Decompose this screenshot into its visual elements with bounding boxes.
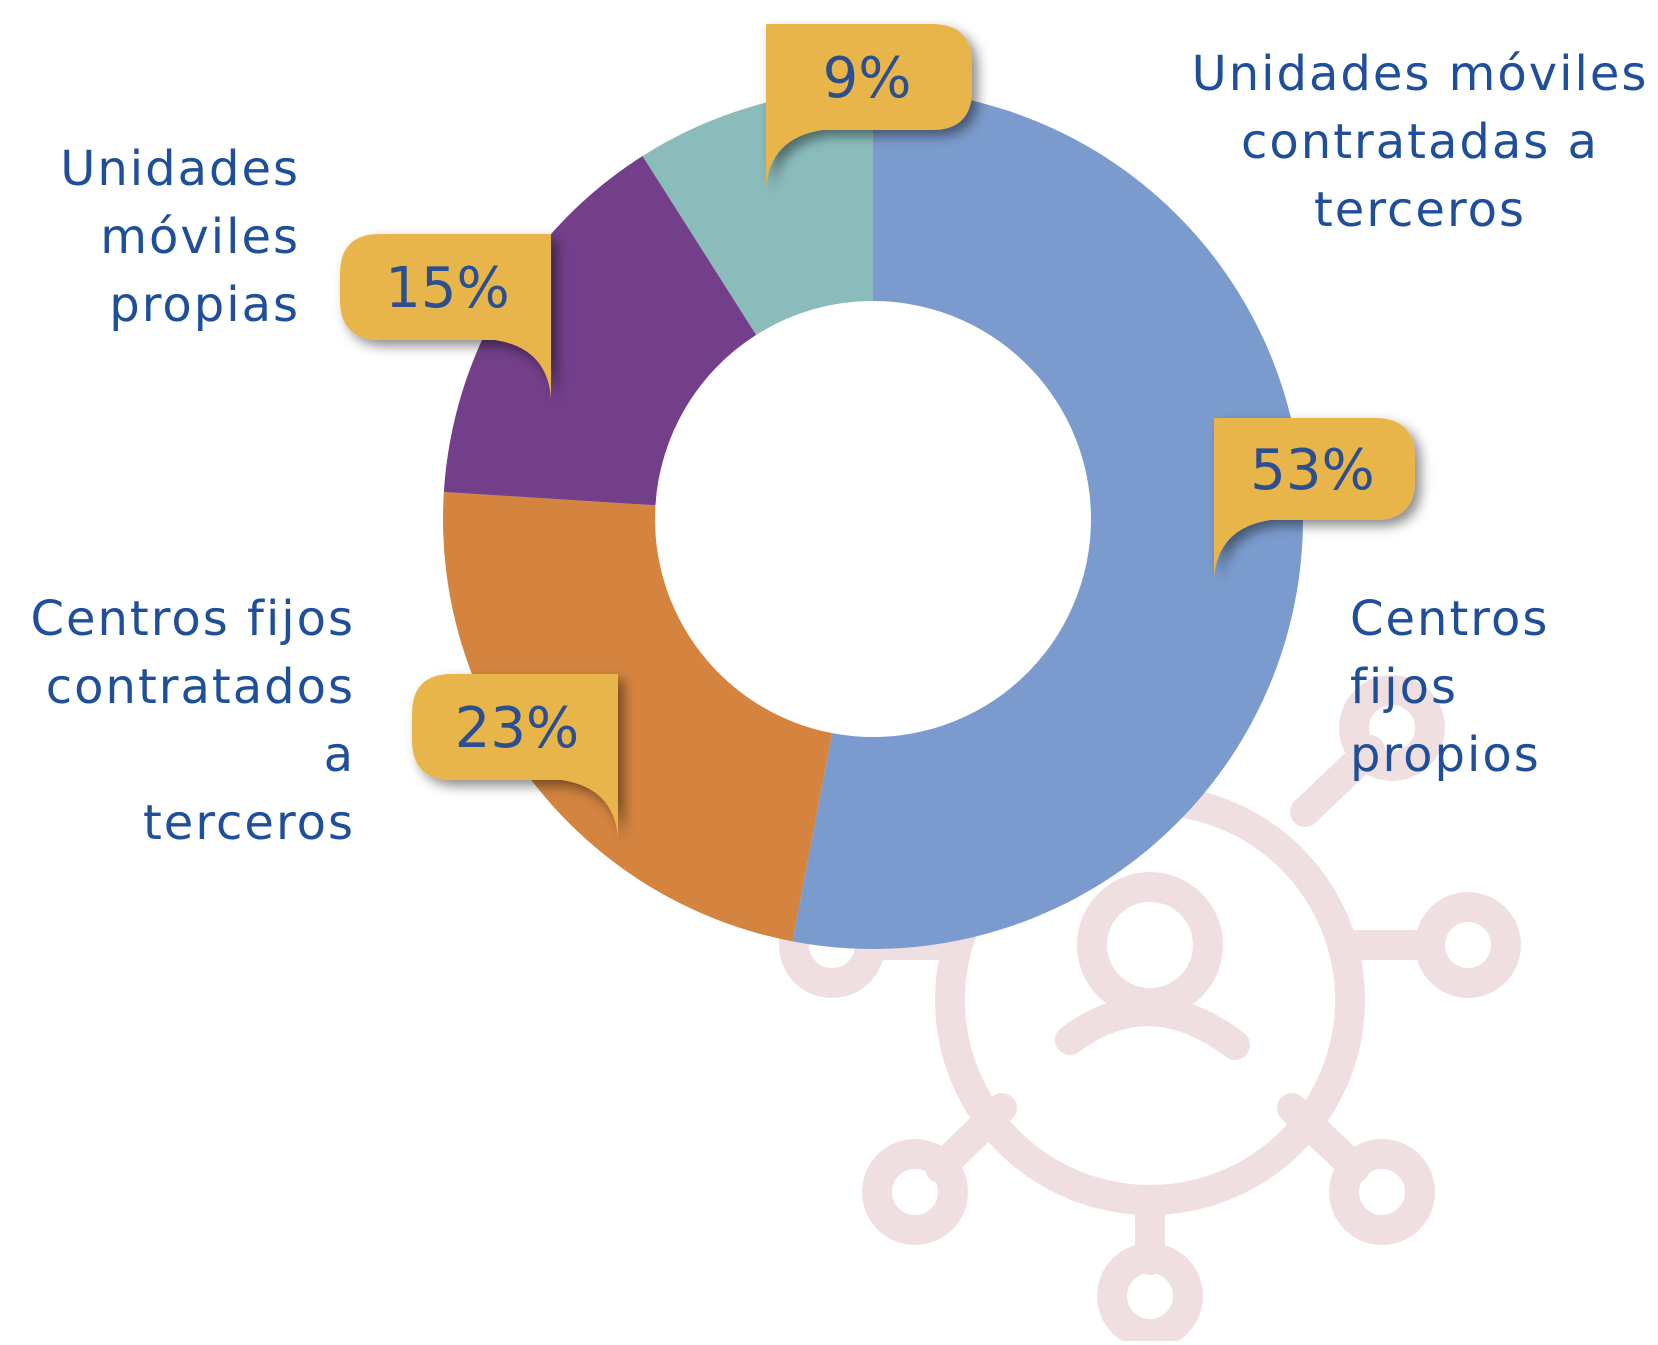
callout-2: 15% [340, 234, 551, 398]
percent-label-2: 15% [385, 256, 509, 321]
slice-1 [442, 492, 833, 942]
percent-label-1: 23% [455, 696, 579, 761]
callout-bubble-0 [1214, 418, 1415, 578]
network-person-icon [779, 675, 1521, 1345]
callout-bubble-1 [412, 674, 618, 838]
label-centros-fijos-propios: Centros fijos propios [1350, 591, 1550, 783]
callout-3: 9% [766, 24, 972, 188]
label-centros-fijos-contratados: Centros fijos contratados a terceros [30, 591, 355, 851]
callout-bubble-3 [766, 24, 972, 188]
slice-3 [642, 89, 873, 335]
percent-callouts: 53% 23% 15% 9% [340, 24, 1415, 838]
percent-label-0: 53% [1250, 438, 1374, 503]
slice-2 [443, 155, 757, 506]
callout-0: 53% [1214, 418, 1415, 578]
donut-slices [442, 89, 1303, 949]
callout-1: 23% [412, 674, 618, 838]
slice-0 [792, 89, 1303, 949]
callout-bubble-2 [340, 234, 551, 398]
label-unidades-moviles-propias: Unidades móviles propias [60, 141, 300, 333]
label-unidades-moviles-contratadas: Unidades móviles contratadas a terceros [1191, 46, 1649, 238]
percent-label-3: 9% [823, 46, 912, 111]
